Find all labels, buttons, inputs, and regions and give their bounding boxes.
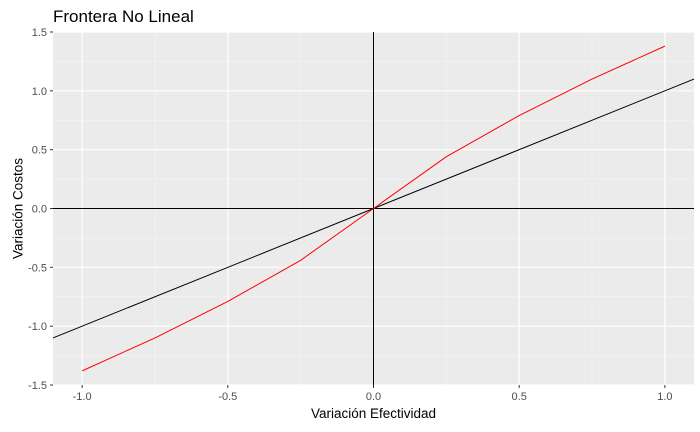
series-layer — [81, 45, 666, 372]
x-tick-label: 0.0 — [366, 391, 381, 403]
y-tick-label: 0.5 — [32, 145, 47, 157]
y-tick-label: 1.5 — [32, 27, 47, 39]
y-tick-label: -1.0 — [28, 321, 47, 333]
frontier-curve-line — [81, 45, 666, 372]
x-tick-label: 0.5 — [512, 391, 527, 403]
y-axis-title: Variación Costos — [11, 158, 26, 259]
chart-title: Frontera No Lineal — [53, 7, 194, 26]
x-axis-title: Variación Efectividad — [311, 406, 436, 421]
x-axis-ticks: -1.0 -0.5 0.0 0.5 1.0 — [73, 385, 673, 403]
y-tick-label: -1.5 — [28, 380, 47, 392]
x-tick-label: 1.0 — [657, 391, 672, 403]
y-tick-label: 0.0 — [32, 204, 47, 216]
y-axis-ticks: -1.5 -1.0 -0.5 0.0 0.5 1.0 1.5 — [28, 27, 53, 392]
x-tick-label: -0.5 — [218, 391, 237, 403]
y-tick-label: 1.0 — [32, 86, 47, 98]
x-tick-label: -1.0 — [73, 391, 92, 403]
y-tick-label: -0.5 — [28, 262, 47, 274]
